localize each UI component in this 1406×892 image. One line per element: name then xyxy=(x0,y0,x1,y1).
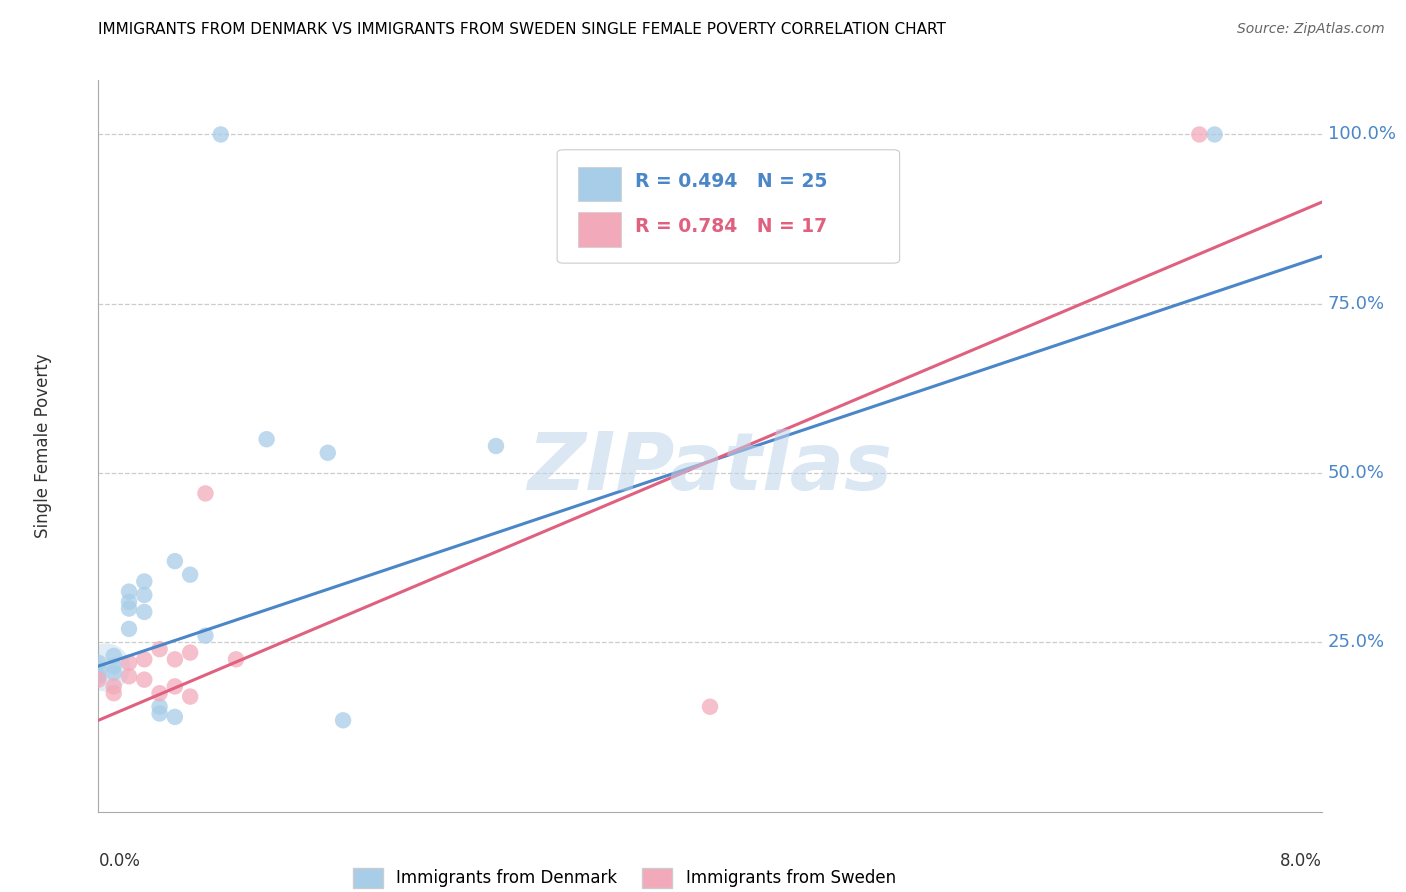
FancyBboxPatch shape xyxy=(578,212,620,247)
Text: 50.0%: 50.0% xyxy=(1327,464,1385,482)
Text: R = 0.494   N = 25: R = 0.494 N = 25 xyxy=(636,172,828,191)
Text: 25.0%: 25.0% xyxy=(1327,633,1385,651)
Text: R = 0.784   N = 17: R = 0.784 N = 17 xyxy=(636,217,828,236)
Point xyxy=(225,652,247,666)
Point xyxy=(316,446,339,460)
Point xyxy=(149,686,172,700)
Point xyxy=(118,669,141,683)
Point xyxy=(149,706,172,721)
Legend: Immigrants from Denmark, Immigrants from Sweden: Immigrants from Denmark, Immigrants from… xyxy=(353,868,896,888)
Point xyxy=(118,656,141,670)
Text: 0.0%: 0.0% xyxy=(98,852,141,870)
Point xyxy=(194,629,217,643)
Point xyxy=(163,680,186,694)
Text: ZIPatlas: ZIPatlas xyxy=(527,429,893,507)
Point xyxy=(1204,128,1226,142)
Point xyxy=(118,584,141,599)
Text: 75.0%: 75.0% xyxy=(1327,294,1385,313)
Point xyxy=(118,601,141,615)
Text: IMMIGRANTS FROM DENMARK VS IMMIGRANTS FROM SWEDEN SINGLE FEMALE POVERTY CORRELAT: IMMIGRANTS FROM DENMARK VS IMMIGRANTS FR… xyxy=(98,22,946,37)
Text: 100.0%: 100.0% xyxy=(1327,126,1396,144)
FancyBboxPatch shape xyxy=(578,167,620,202)
Point xyxy=(103,665,125,680)
Point xyxy=(163,554,186,568)
Point xyxy=(103,680,125,694)
FancyBboxPatch shape xyxy=(557,150,900,263)
Point xyxy=(179,567,201,582)
Point xyxy=(194,486,217,500)
Point xyxy=(149,699,172,714)
Point xyxy=(209,128,232,142)
Point xyxy=(149,642,172,657)
Point xyxy=(1188,128,1211,142)
Point xyxy=(103,648,125,663)
Text: Single Female Poverty: Single Female Poverty xyxy=(34,354,52,538)
Point xyxy=(134,588,156,602)
Point xyxy=(256,432,278,446)
Point xyxy=(87,669,110,683)
Point xyxy=(118,595,141,609)
Point xyxy=(134,605,156,619)
Point xyxy=(87,656,110,670)
Point xyxy=(332,714,354,728)
Point xyxy=(179,690,201,704)
Point xyxy=(87,673,110,687)
Text: 8.0%: 8.0% xyxy=(1279,852,1322,870)
Point xyxy=(179,646,201,660)
Point xyxy=(103,659,125,673)
Point xyxy=(699,699,721,714)
Text: Source: ZipAtlas.com: Source: ZipAtlas.com xyxy=(1237,22,1385,37)
Point xyxy=(87,663,110,677)
Point xyxy=(103,686,125,700)
Point xyxy=(134,652,156,666)
Point xyxy=(118,622,141,636)
Point xyxy=(163,652,186,666)
Point xyxy=(94,660,117,674)
Point xyxy=(134,574,156,589)
Point xyxy=(485,439,508,453)
Point xyxy=(134,673,156,687)
Point xyxy=(163,710,186,724)
